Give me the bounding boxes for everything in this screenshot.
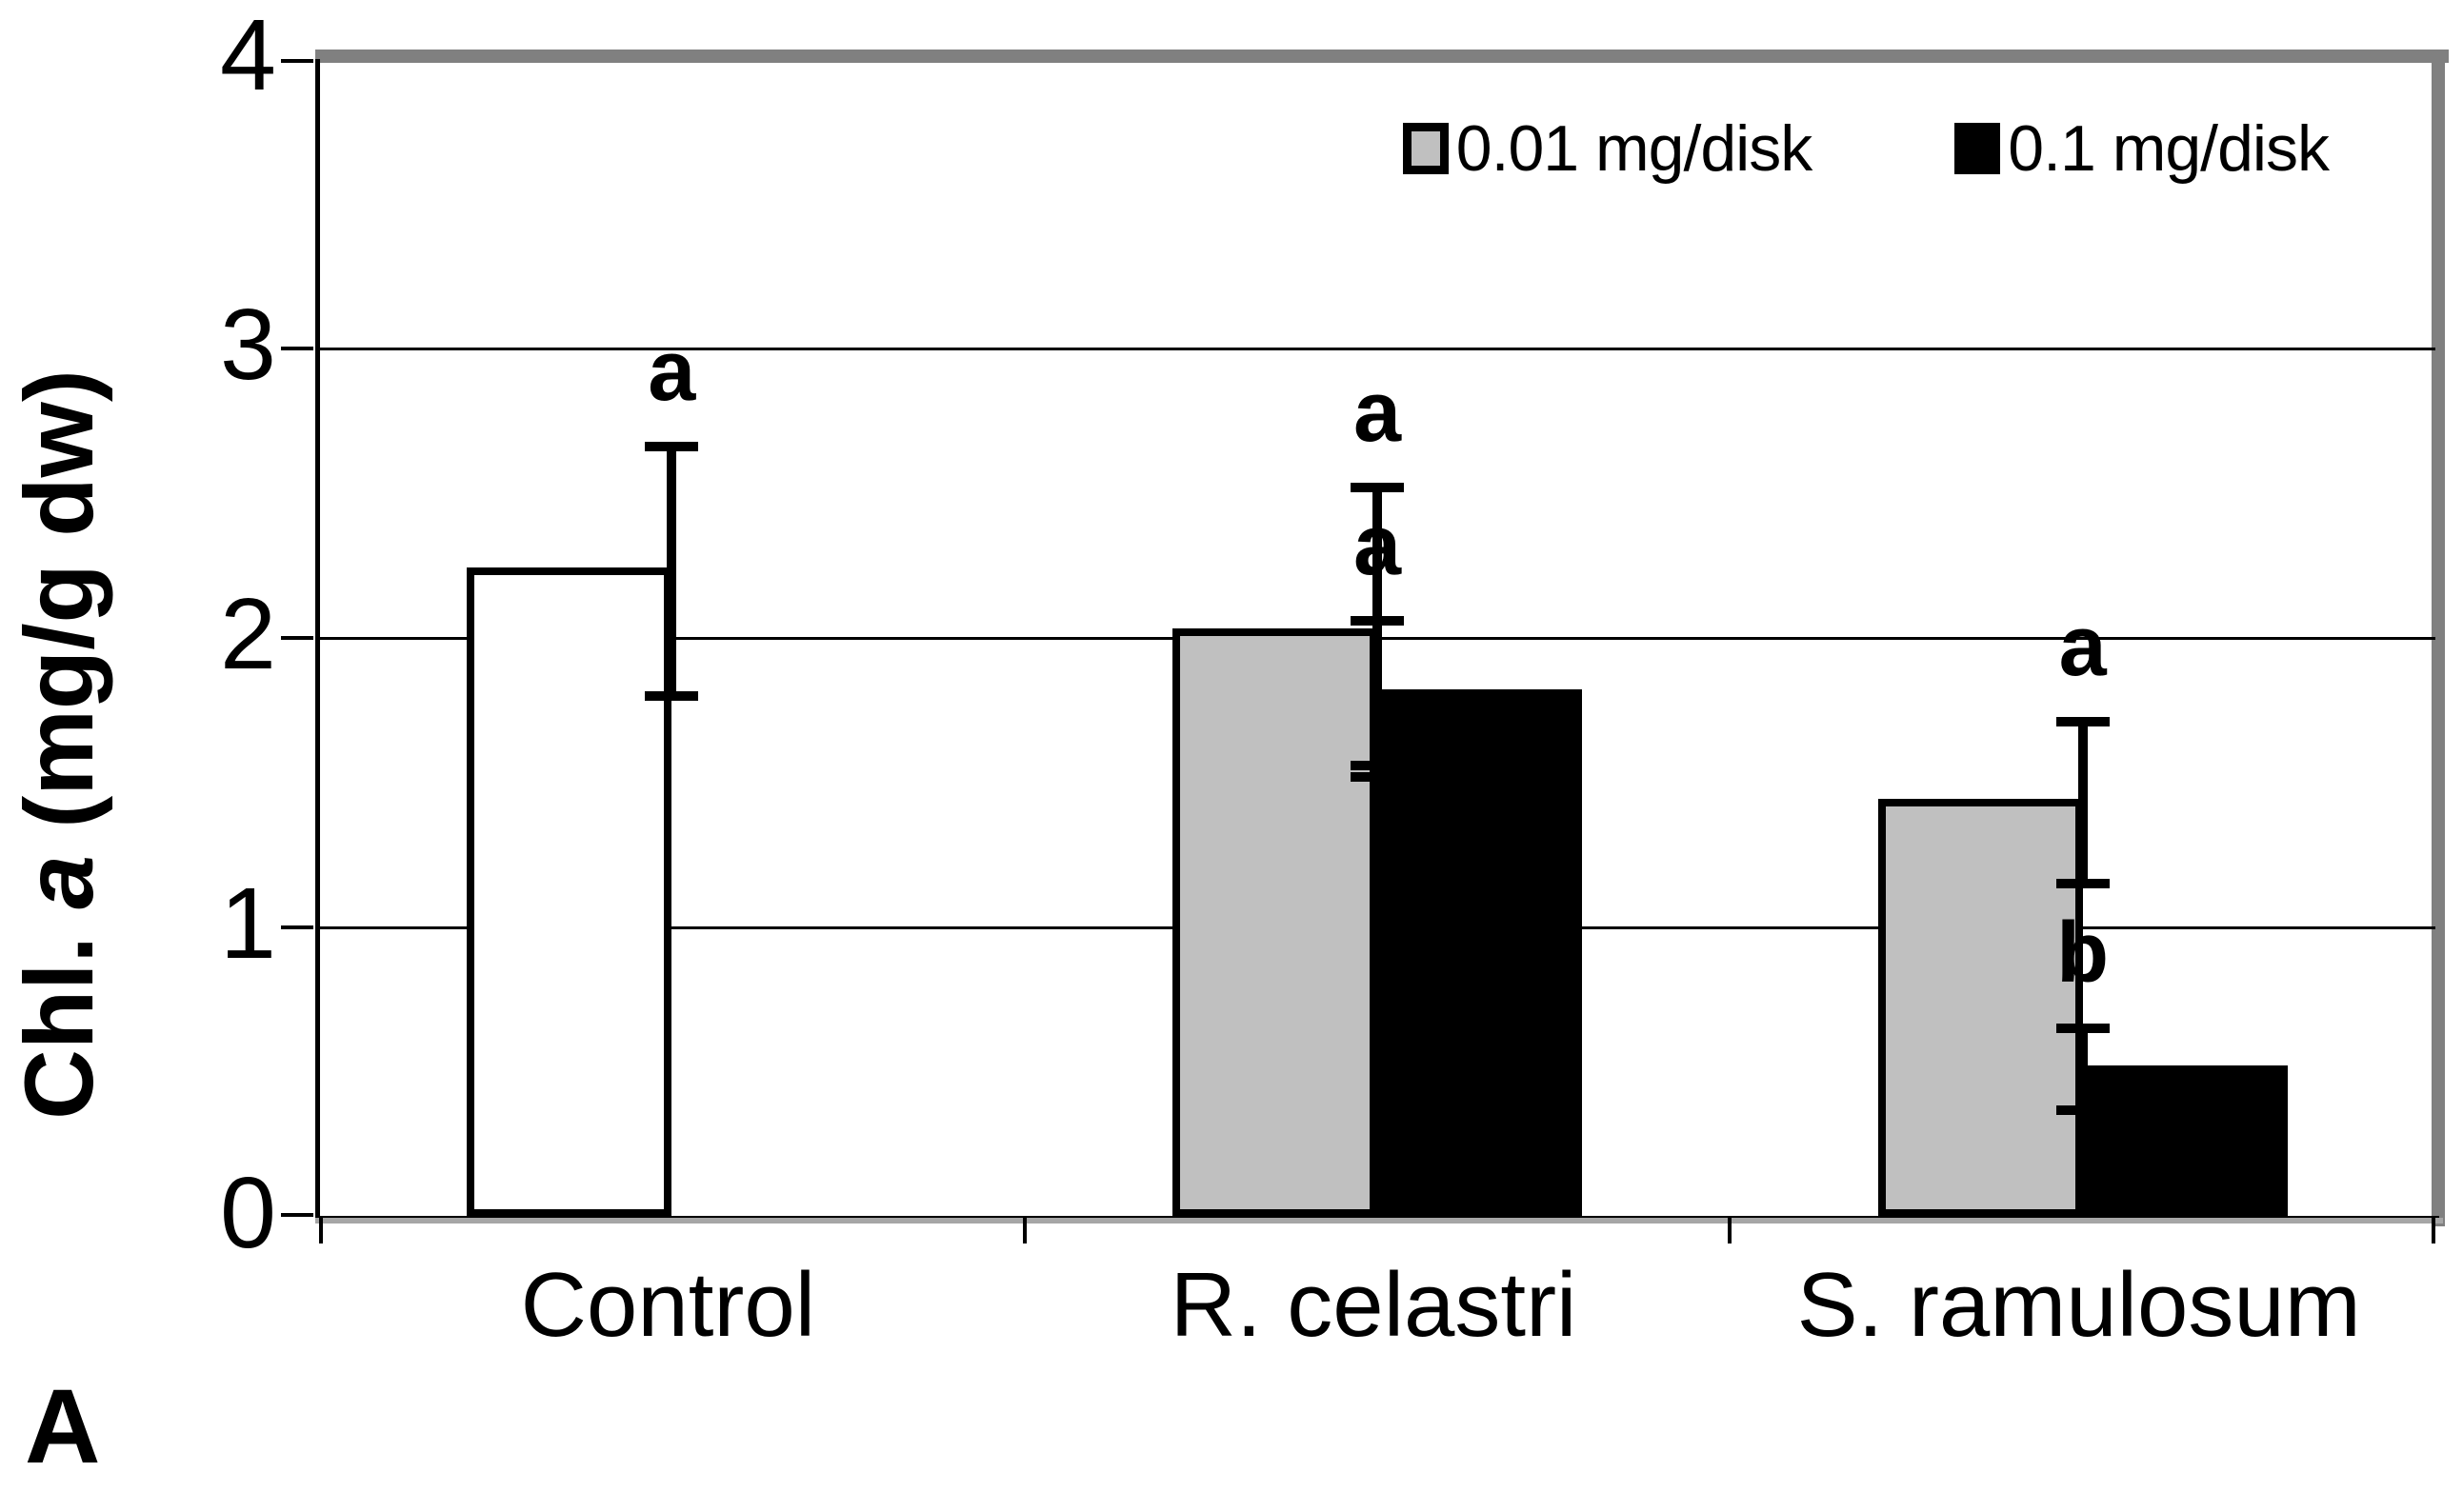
error-cap-bottom-s-ramulosum-s2 (2055, 1104, 2110, 1115)
category-label-r-celastri: R. celastri (1170, 1254, 1577, 1356)
legend: 0.01 mg/disk 0.1 mg/disk (1402, 112, 2330, 185)
error-cap-top-control-s1 (645, 442, 699, 452)
category-label-control: Control (520, 1254, 816, 1356)
plot-frame-right-border (2432, 50, 2445, 1226)
bar-control-s1 (467, 567, 672, 1217)
category-label-s-ramulosum: S. ramulosum (1796, 1254, 2361, 1356)
error-bar-s-ramulosum-s1 (2077, 722, 2088, 885)
error-cap-bottom-s-ramulosum-s1 (2055, 879, 2110, 889)
significance-letter-s-ramulosum-s1: a (2058, 599, 2107, 695)
legend-swatch-1 (1954, 123, 2001, 174)
y-tick-3 (281, 347, 313, 350)
y-tick-1 (281, 925, 313, 929)
legend-swatch-0 (1402, 123, 1449, 174)
significance-letter-s-ramulosum-s2: b (2056, 905, 2110, 1002)
legend-label-0: 0.01 mg/disk (1455, 112, 1813, 185)
y-axis-title-italic-a: a (5, 855, 113, 909)
y-tick-2 (281, 636, 313, 640)
y-axis-line (315, 59, 320, 1217)
x-tick-1 (1022, 1217, 1027, 1243)
significance-letter-r-celastri-s1: a (1352, 364, 1402, 460)
error-cap-top-s-ramulosum-s1 (2055, 717, 2110, 727)
significance-letter-control-s1: a (648, 324, 696, 420)
error-cap-top-r-celastri-s1 (1351, 482, 1404, 492)
y-tick-label-1: 1 (220, 867, 276, 980)
y-tick-0 (281, 1213, 313, 1217)
y-tick-4 (281, 59, 313, 63)
bar-r-celastri-s1 (1172, 627, 1377, 1217)
y-tick-label-2: 2 (220, 578, 276, 690)
error-bar-s-ramulosum-s2 (2077, 1028, 2088, 1110)
error-cap-bottom-control-s1 (645, 690, 699, 701)
error-bar-control-s1 (667, 447, 677, 696)
plot-frame-top-border (315, 50, 2449, 63)
y-axis-title-prefix: Chl. (5, 908, 113, 1120)
legend-item-1: 0.1 mg/disk (1954, 112, 2330, 185)
significance-letter-r-celastri-s2: a (1352, 497, 1402, 593)
panel-letter: A (25, 1368, 101, 1485)
y-tick-label-4: 4 (220, 0, 276, 111)
x-tick-2 (1728, 1217, 1732, 1243)
bar-r-celastri-s2 (1377, 688, 1582, 1217)
y-axis-title: Chl. a (mg/g dw) (2, 173, 116, 1316)
bar-s-ramulosum-s1 (1877, 799, 2083, 1217)
error-cap-top-r-celastri-s2 (1351, 615, 1404, 626)
legend-item-0: 0.01 mg/disk (1402, 112, 1813, 185)
y-tick-label-0: 0 (220, 1157, 276, 1269)
x-tick-0 (319, 1217, 323, 1243)
y-tick-label-3: 3 (220, 288, 276, 401)
error-bar-r-celastri-s2 (1372, 620, 1382, 766)
gridline-y3 (319, 348, 2435, 350)
bar-s-ramulosum-s2 (2082, 1064, 2288, 1217)
x-axis-shadow (315, 1218, 2443, 1224)
x-tick-3 (2432, 1217, 2435, 1243)
error-cap-top-s-ramulosum-s2 (2055, 1024, 2110, 1034)
error-cap-bottom-r-celastri-s2 (1351, 760, 1404, 770)
legend-label-1: 0.1 mg/disk (2008, 112, 2330, 185)
y-axis-title-suffix: (mg/g dw) (5, 369, 113, 856)
